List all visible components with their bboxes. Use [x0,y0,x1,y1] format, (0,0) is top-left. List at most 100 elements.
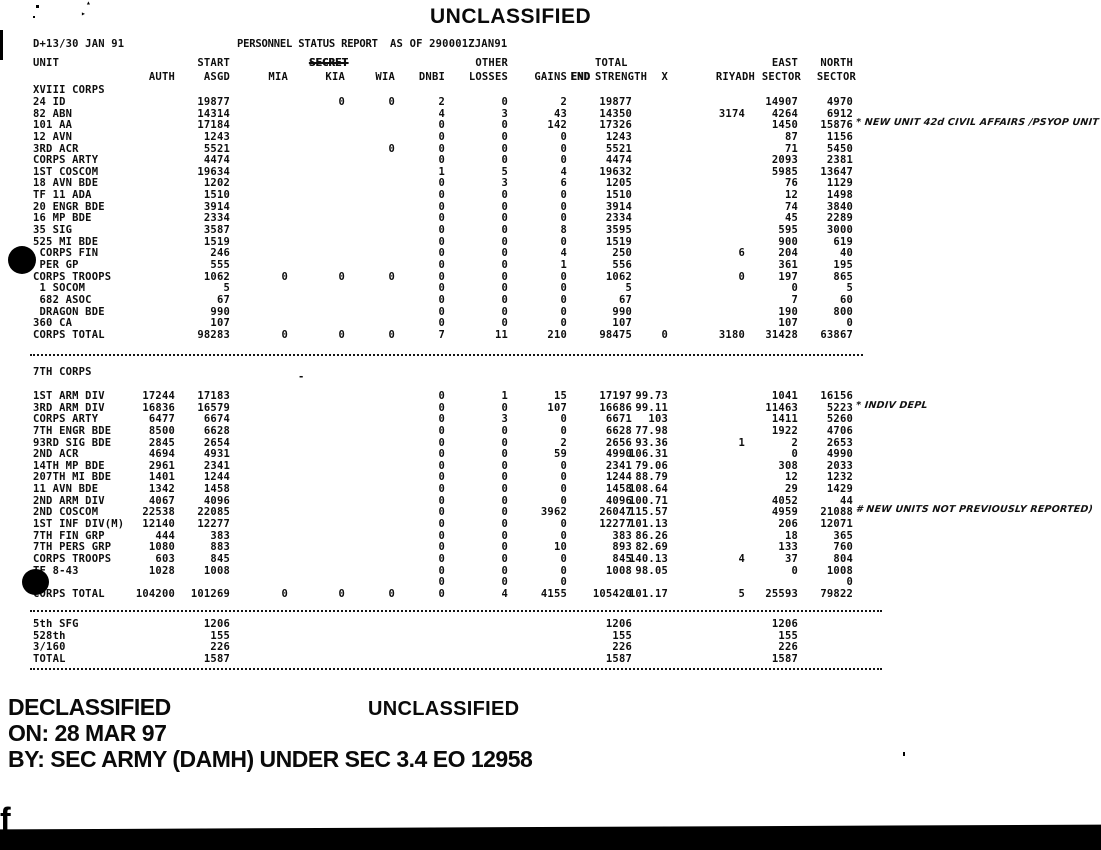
col-header-end: END [570,71,590,83]
cell-start: 1243 [203,130,230,143]
col-header-east: EAST [771,57,798,69]
cell-unit: 2ND ACR [33,448,79,461]
cell-unit: 24 ID [33,96,66,108]
cell-east: 31428 [765,328,798,341]
cell-auth: 1028 [148,564,175,577]
cell-auth: 104200 [135,587,175,600]
cell-gains: 0 [560,483,567,496]
cell-start: 12277 [197,518,230,531]
cell-auth: 2961 [148,459,175,472]
cell-north: 16156 [820,390,853,402]
cell-start: 17184 [197,119,230,132]
cell-unit: 682 ASOC [33,293,92,306]
cell-start: 1202 [203,177,230,190]
table-row: 12 AVN 1243 0 0 0 1243 87 1156 [0,131,1101,143]
col-header-north: NORTH [820,57,853,69]
cell-start: 16579 [197,401,230,414]
cell-start: 3587 [203,224,230,237]
cell-east: 204 [778,247,798,260]
cell-pct: 77.98 [635,424,668,437]
cell-loss: 0 [501,494,508,507]
table-row: CORPS TROOPS 1062 0 0 0 0 0 0 1062 0 197 865 [0,271,1101,283]
cell-total: 383 [612,529,632,542]
cell-dnbi: 0 [438,529,445,542]
col-header-percent: X [661,71,668,83]
cell-start: 2341 [203,459,230,472]
cell-start: 14314 [197,107,230,120]
cell-east: 4052 [771,494,798,507]
section-title-7th-corps: 7TH CORPS [33,366,92,378]
cell-dnbi: 0 [438,494,445,507]
cell-mia: 0 [281,328,288,341]
cell-unit: PER GP [33,258,79,271]
cell-pct: 101.17 [628,587,668,600]
cell-unit: 7TH FIN GRP [33,529,105,542]
cell-pct: 82.69 [635,541,668,554]
cell-pct: 79.06 [635,459,668,472]
cell-gains: 0 [560,494,567,507]
cell-total: 19632 [599,165,632,178]
cell-total: 990 [612,305,632,318]
table-row: 18 AVN BDE 1202 0 3 6 1205 76 1129 [0,177,1101,189]
cell-unit: CORPS TROOPS [33,270,112,283]
col-header-secret-struck: SECRET [308,57,348,69]
handwritten-annotation: * INDIV DEPL [855,399,929,411]
cell-total: 6671 [605,413,632,426]
cell-east: 595 [778,224,798,237]
cell-pct: 99.73 [635,390,668,402]
table-row: 207TH MI BDE 1401 1244 0 0 0 1244 88.79 12 1232 [0,471,1101,483]
cell-east: 2093 [771,154,798,167]
cell-north: 0 [846,317,853,330]
cell-unit: 11 AVN BDE [33,483,99,496]
cell-north: 2033 [826,459,853,472]
table-row: 360 CA 107 0 0 0 107 107 0 [0,317,1101,329]
cell-total: 4474 [605,154,632,167]
hole-punch-mark [8,246,36,274]
cell-north: 800 [833,305,853,318]
cell-north: 1429 [826,483,853,496]
as-of-date: AS OF 290001ZJAN91 [390,38,508,50]
cell-auth: 17244 [142,390,175,402]
cell-dnbi: 0 [438,212,445,225]
cell-start: 1062 [203,270,230,283]
cell-unit: 82 ABN [33,107,73,120]
cell-loss: 0 [501,518,508,531]
cell-unit: 3RD ACR [33,142,79,155]
cell-gains: 0 [560,235,567,248]
cell-start: 990 [210,305,230,318]
cell-start: 17183 [197,390,230,402]
cell-east: 133 [778,541,798,554]
cell-dnbi: 0 [438,413,445,426]
cell-start: 246 [210,247,230,260]
cell-loss: 3 [501,413,508,426]
cell-unit: 1ST ARM DIV [33,390,105,402]
cell-east: 155 [778,629,798,642]
cell-north: 1498 [826,189,853,202]
cell-unit: 1ST INF DIV(M) [33,518,125,531]
cell-gains: 43 [553,107,567,120]
col-header-kia: KIA [325,71,345,83]
scan-speckle: ▸ [81,9,86,18]
declassified-on-date: ON: 28 MAR 97 [8,720,167,746]
section-rows-1: 1ST ARM DIV 17244 17183 0 1 15 17197 99.73 1041 1… [0,390,1101,600]
cell-start: 4931 [203,448,230,461]
cell-start: 19634 [197,165,230,178]
cell-unit: 20 ENGR BDE [33,200,105,213]
cell-total: 2334 [605,212,632,225]
col-header-strength: STRENGTH [595,71,648,83]
table-row: CORPS ARTY 6477 6674 0 3 0 6671 103 1411 5260 [0,413,1101,425]
cell-total: 250 [612,247,632,260]
col-header-total: TOTAL [595,57,628,69]
cell-dnbi: 2 [438,96,445,108]
cell-total: 67 [618,293,632,306]
cell-east: 29 [784,483,798,496]
cell-start: 5 [223,282,230,295]
cell-gains: 4 [560,165,567,178]
cell-dnbi: 1 [438,165,445,178]
cell-gains: 0 [560,293,567,306]
cell-gains: 0 [560,142,567,155]
cell-dnbi: 0 [438,424,445,437]
cell-dnbi: 0 [438,541,445,554]
cell-wia: 0 [388,587,395,600]
cell-loss: 0 [501,247,508,260]
